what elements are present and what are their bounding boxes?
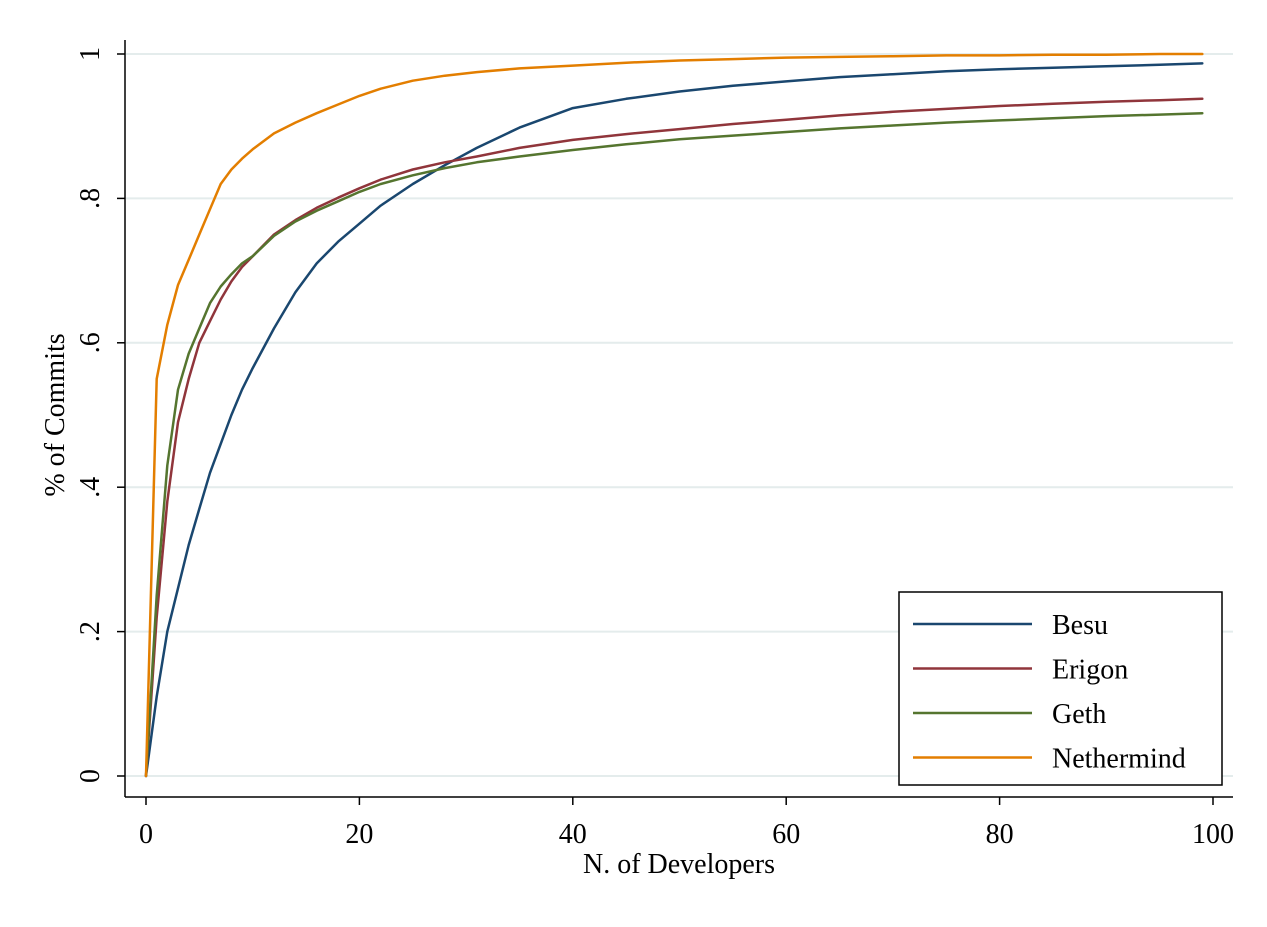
y-axis-label: % of Commits (40, 333, 71, 496)
x-tick-label-0: 0 (139, 819, 153, 850)
series-lines (144, 52, 1204, 778)
series-line-besu (144, 62, 1204, 778)
legend-label-geth: Geth (1052, 699, 1106, 730)
y-tick-label-2: .4 (75, 477, 106, 498)
y-tick-label-0: 0 (75, 769, 106, 783)
x-tick-label-2: 40 (559, 819, 587, 850)
y-tick-label-3: .6 (75, 332, 106, 353)
legend-label-nethermind: Nethermind (1052, 744, 1186, 775)
x-axis-label: N. of Developers (583, 849, 775, 880)
x-tick-label-5: 100 (1192, 819, 1234, 850)
legend: Besu Erigon Geth Nethermind (898, 591, 1223, 786)
legend-label-besu: Besu (1052, 610, 1108, 641)
y-tick-label-5: 1 (75, 47, 106, 61)
series-line-nethermind (144, 52, 1204, 778)
y-ticks: 0 .2 .4 .6 .8 1 (75, 47, 125, 783)
x-ticks: 0 20 40 60 80 100 (139, 797, 1234, 850)
x-tick-label-4: 80 (986, 819, 1014, 850)
series-line-geth (144, 111, 1204, 778)
x-tick-label-3: 60 (772, 819, 800, 850)
y-tick-label-4: .8 (75, 188, 106, 209)
x-tick-label-1: 20 (345, 819, 373, 850)
axes (124, 40, 1233, 798)
y-tick-label-1: .2 (75, 621, 106, 642)
series-line-erigon (144, 97, 1204, 778)
legend-label-erigon: Erigon (1052, 655, 1128, 686)
